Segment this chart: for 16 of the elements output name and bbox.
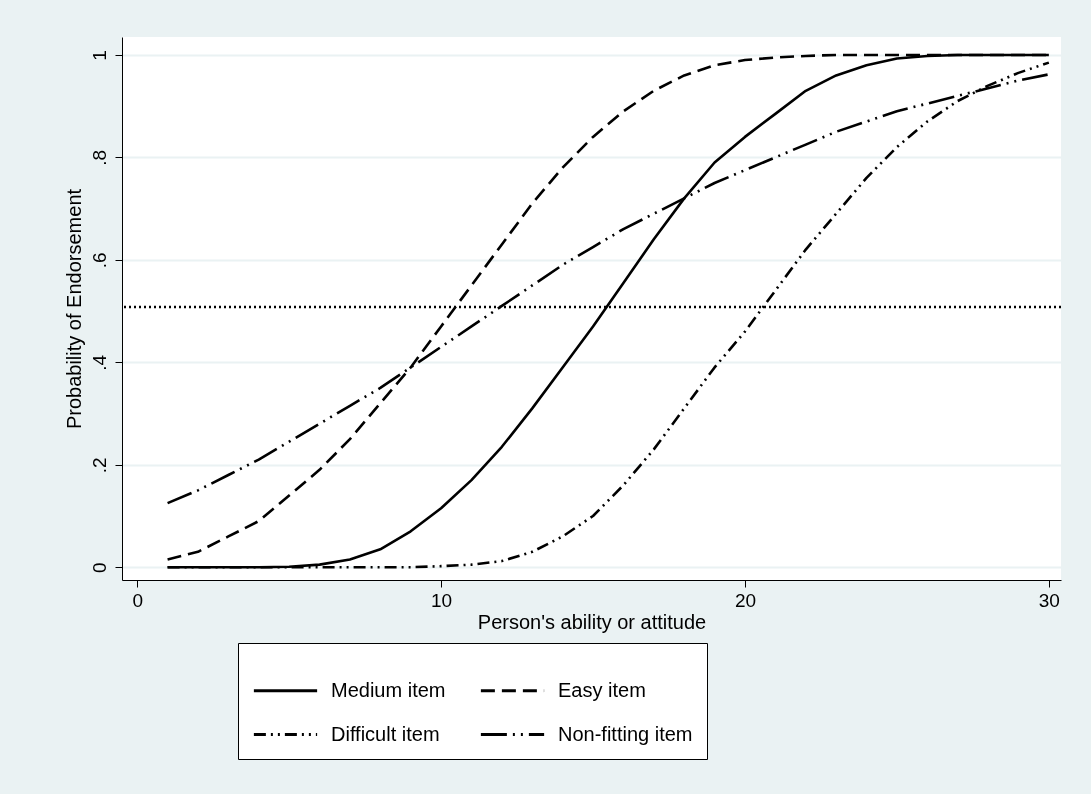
x-tick-label: 0 <box>132 589 143 611</box>
legend-label: Difficult item <box>331 722 440 745</box>
y-axis-title: Probability of Endorsement <box>62 188 85 430</box>
y-tick-label: 0 <box>88 562 110 573</box>
y-tick-label: .2 <box>88 457 110 474</box>
y-tick-label: .8 <box>88 149 110 166</box>
legend-label: Easy item <box>558 678 646 701</box>
x-tick-label: 10 <box>431 589 453 611</box>
x-axis-title: Person's ability or attitude <box>477 610 707 633</box>
y-tick-label: .6 <box>88 252 110 269</box>
legend-label: Medium item <box>331 678 446 701</box>
y-tick-label: 1 <box>88 50 110 61</box>
legend-label: Non-fitting item <box>558 722 693 745</box>
x-tick-label: 30 <box>1038 589 1060 611</box>
y-tick-label: .4 <box>88 354 110 371</box>
x-tick-label: 20 <box>734 589 757 611</box>
